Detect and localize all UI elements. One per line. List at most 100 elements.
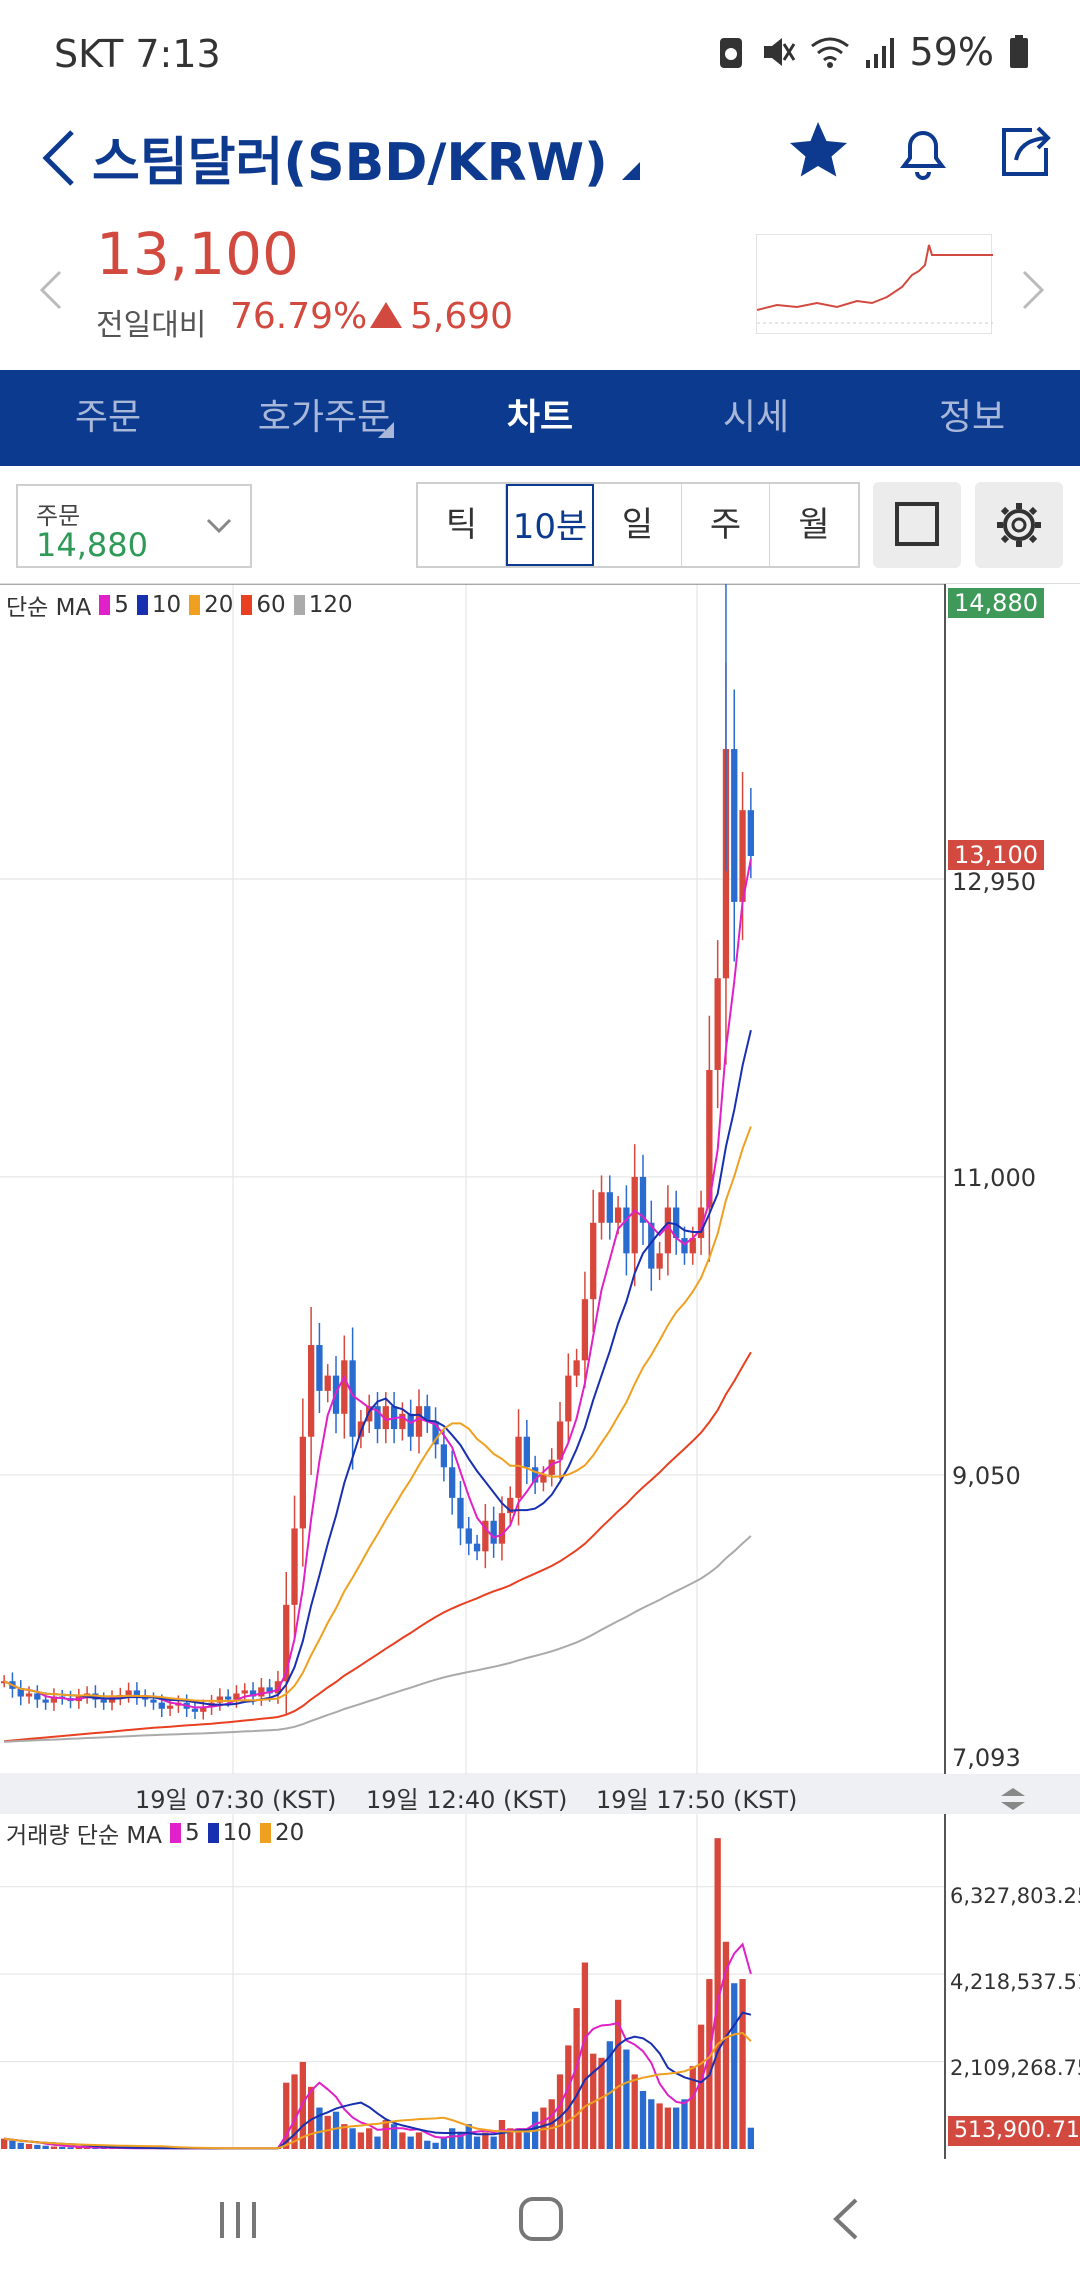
volume-bar: [573, 2008, 580, 2149]
legend-vma5: 5: [185, 1820, 200, 1846]
battery-icon: [1008, 34, 1030, 70]
chart-background: [0, 584, 1080, 2159]
next-market-icon[interactable]: [1014, 260, 1054, 320]
volume-bar: [606, 2041, 613, 2149]
legend-swatch-vma5: [170, 1823, 182, 1843]
candle-body: [432, 1421, 439, 1445]
candle-body: [515, 1436, 522, 1498]
volume-bar: [407, 2136, 414, 2149]
volume-bar: [25, 2144, 33, 2149]
nav-back-icon[interactable]: [826, 2194, 866, 2244]
volume-bar: [332, 2111, 340, 2149]
interval-week[interactable]: 주: [682, 484, 770, 566]
volume-bar: [75, 2147, 82, 2149]
candle-body: [440, 1444, 448, 1468]
chart-canvas[interactable]: [0, 584, 1080, 2159]
candle-body: [200, 1707, 207, 1712]
candle-body: [341, 1360, 348, 1414]
candle-body: [249, 1690, 257, 1697]
legend-vma20: 20: [274, 1820, 305, 1846]
status-icons: 59%: [716, 30, 1030, 74]
candle-body: [158, 1702, 165, 1709]
volume-ma10-line: [3, 2011, 752, 2150]
volume-bar: [449, 2128, 456, 2149]
volume-bar: [614, 1999, 622, 2149]
legend-swatch-ma120: [293, 595, 305, 615]
volume-bar: [697, 2024, 705, 2149]
volume-bar: [731, 1983, 738, 2149]
up-triangle-icon: [370, 302, 402, 328]
volume-bar: [415, 2132, 423, 2149]
settings-gear-icon[interactable]: [975, 482, 1063, 568]
price-ma-legend: 단순 MA 5 10 20 60 120: [6, 588, 353, 622]
volume-bar: [490, 2136, 497, 2149]
candle-body: [531, 1467, 539, 1483]
legend-ma10: 10: [151, 592, 182, 618]
price-legend-title: 단순 MA: [6, 595, 92, 621]
mini-sparkline-chart[interactable]: [756, 234, 993, 334]
market-title[interactable]: 스팀달러(SBD/KRW): [92, 120, 640, 195]
interval-10min[interactable]: 10분: [506, 484, 594, 566]
candle-body: [133, 1690, 141, 1697]
legend-swatch-vma20: [259, 1823, 271, 1843]
candle-body: [108, 1698, 116, 1703]
candle-body: [465, 1528, 472, 1544]
tab-info[interactable]: 정보: [938, 397, 1006, 438]
fullscreen-button[interactable]: [873, 482, 961, 568]
candle-body: [274, 1681, 282, 1694]
candle-body: [424, 1406, 431, 1422]
current-price-tag: 13,100: [948, 840, 1044, 870]
tab-quote-order[interactable]: 호가주문: [216, 370, 432, 466]
candle-body: [623, 1207, 630, 1254]
candle-body: [233, 1693, 240, 1700]
previous-market-icon[interactable]: [30, 260, 70, 320]
volume-axis-label: 2,109,268.757: [950, 2056, 1080, 2080]
ma60-line: [4, 1351, 752, 1743]
interval-tick[interactable]: 틱: [418, 484, 506, 566]
chevron-down-icon: [202, 508, 236, 542]
volume-bar: [34, 2144, 41, 2149]
bell-icon[interactable]: [890, 118, 956, 184]
order-select-label: 주문: [36, 502, 81, 530]
candle-body: [681, 1238, 688, 1254]
wifi-icon: [810, 34, 850, 70]
share-icon[interactable]: [992, 118, 1058, 184]
volume-bar: [399, 2132, 406, 2149]
interval-day[interactable]: 일: [594, 484, 682, 566]
favorite-star-icon[interactable]: [785, 118, 851, 184]
volume-bar: [9, 2140, 16, 2149]
candle-body: [697, 1207, 705, 1239]
candle-body: [241, 1690, 248, 1694]
volume-bar: [374, 2136, 381, 2149]
volume-bar: [706, 1979, 713, 2149]
order-price-select[interactable]: 주문 14,880: [16, 484, 252, 568]
candle-body: [291, 1528, 298, 1605]
order-select-value: 14,880: [36, 526, 148, 564]
volume-bar: [291, 2074, 298, 2149]
home-icon[interactable]: [516, 2194, 566, 2244]
candle-body: [739, 810, 746, 902]
volume-bar: [556, 2074, 564, 2149]
interval-month[interactable]: 월: [798, 505, 830, 545]
volume-bar: [689, 2066, 696, 2149]
candle-body: [664, 1207, 672, 1254]
candle-body: [498, 1513, 506, 1544]
price-chart[interactable]: 단순 MA 5 10 20 60 120 14,880 13,100 12,95…: [0, 584, 1080, 2159]
tab-market-price[interactable]: 시세: [722, 397, 790, 438]
volume-bar: [648, 2099, 655, 2149]
back-icon[interactable]: [28, 118, 88, 198]
legend-swatch-ma5: [99, 595, 111, 615]
candle-body: [523, 1436, 530, 1468]
tab-order[interactable]: 주문: [74, 397, 142, 438]
volume-bar: [67, 2147, 74, 2149]
tab-chart[interactable]: 차트: [506, 397, 574, 438]
candle-body: [656, 1253, 663, 1269]
change-amount: 5,690: [410, 296, 514, 337]
time-axis-label: 19일 12:40 (KST): [366, 1786, 568, 1814]
volume-bar: [432, 2142, 439, 2149]
pane-resize-handle-icon[interactable]: [996, 1784, 1030, 1814]
candle-body: [581, 1299, 589, 1361]
battery-percent: 59%: [909, 30, 994, 74]
candle-body: [473, 1543, 481, 1552]
recent-apps-icon[interactable]: [216, 2200, 260, 2240]
